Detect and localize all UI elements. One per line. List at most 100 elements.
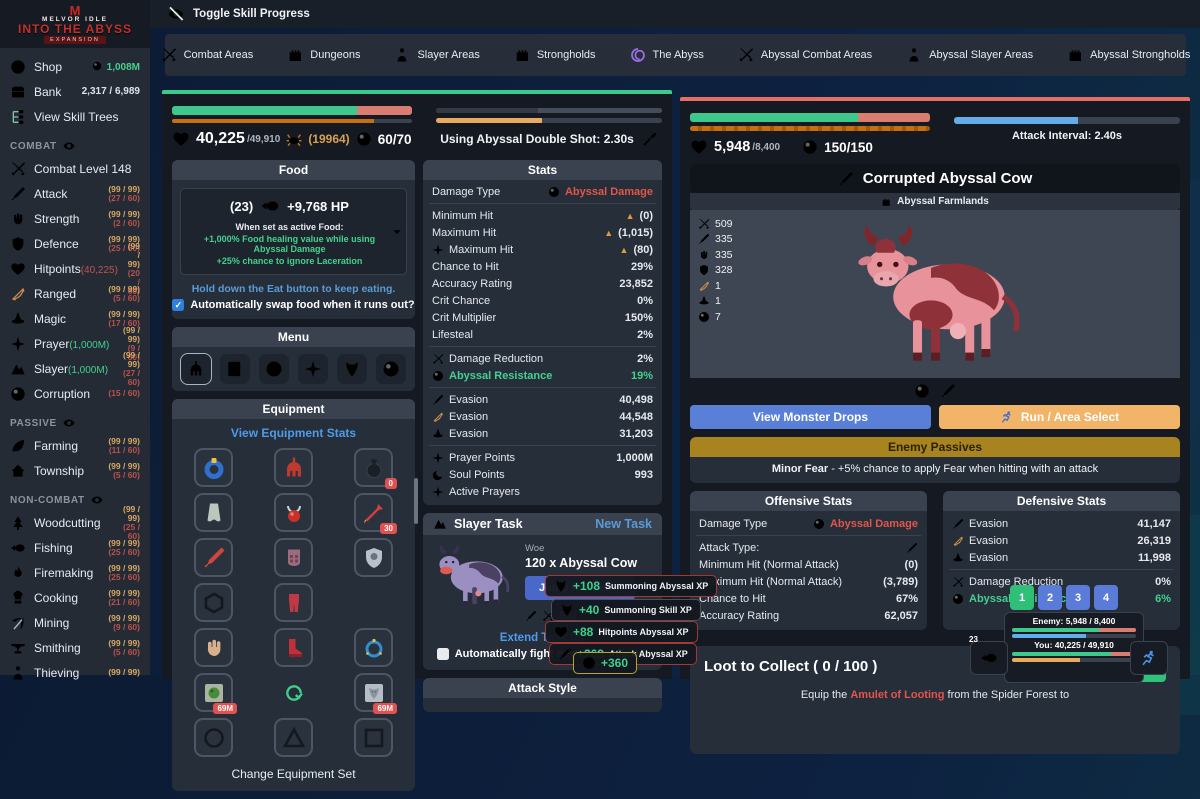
eye-slash-icon[interactable] <box>168 6 184 22</box>
tab-the-abyss[interactable]: The Abyss <box>630 47 704 63</box>
blue-circlet-icon <box>204 457 223 479</box>
enemy-damage-reduction: 0% <box>1155 575 1171 588</box>
tab-dungeons[interactable]: Dungeons <box>287 47 360 63</box>
menu-attack-style-button[interactable] <box>259 354 289 384</box>
slot-summon-left[interactable]: 69M <box>194 673 237 714</box>
sidebar-item-shop[interactable]: Shop 1,008M <box>0 54 150 79</box>
sidebar-item-attack[interactable]: Attack (99 / 99) (27 / 60) <box>0 181 150 206</box>
slot-gloves[interactable] <box>194 628 233 667</box>
sidebar-item-smithing[interactable]: Smithing (99 / 99) (5 / 60) <box>0 635 150 660</box>
slot-passive-circle[interactable] <box>194 718 233 757</box>
equipment-set-4[interactable]: 4 <box>1094 585 1118 610</box>
sidebar-item-slayer[interactable]: Slayer(1,000M) (99 / 99) (27 / 60) <box>0 350 150 386</box>
auto-slayer-checkbox[interactable] <box>436 648 449 660</box>
menu-prayer-button[interactable] <box>298 354 328 384</box>
slot-platelegs[interactable] <box>274 583 313 622</box>
slot-cape[interactable] <box>194 493 233 532</box>
view-monster-drops-button[interactable]: View Monster Drops <box>690 405 931 429</box>
slot-amulet[interactable] <box>274 493 313 532</box>
sidebar-item-defence[interactable]: Defence (99 / 99) (25 / 60) <box>0 231 150 256</box>
sidebar-item-firemaking[interactable]: Firemaking (99 / 99) (25 / 60) <box>0 560 150 585</box>
slot-helmet-alt[interactable] <box>194 448 233 487</box>
sidebar-item-cooking[interactable]: Cooking (99 / 99) (21 / 60) <box>0 585 150 610</box>
tab-combat-areas[interactable]: Combat Areas <box>161 47 253 63</box>
swap-icon <box>284 683 304 703</box>
xp-toast-hitpoints-abyssal: +88 Hitpoints Abyssal XP <box>545 621 698 643</box>
run-area-select-button[interactable]: Run / Area Select <box>939 405 1180 429</box>
menu-spellbook-button[interactable] <box>220 354 250 384</box>
skill-trees-label: View Skill Trees <box>34 109 119 124</box>
slot-ammo[interactable]: 30 <box>354 493 397 534</box>
sidebar-item-farming[interactable]: Farming (99 / 99) (11 / 60) <box>0 433 150 458</box>
wolf-icon <box>560 603 574 617</box>
sidebar-item-mining[interactable]: Mining (99 / 99) (9 / 60) <box>0 610 150 635</box>
menu-summoning-button[interactable] <box>337 354 367 384</box>
slot-passive-triangle[interactable] <box>274 718 313 757</box>
tab-slayer-areas[interactable]: Slayer Areas <box>394 47 480 63</box>
helmet-icon <box>187 360 205 378</box>
new-task-link[interactable]: New Task <box>595 517 652 531</box>
sidebar-item-strength[interactable]: Strength (99 / 99) (2 / 60) <box>0 206 150 231</box>
slot-gem[interactable] <box>194 583 233 622</box>
slot-platebody[interactable] <box>274 538 313 577</box>
menu-corruption-button[interactable] <box>376 354 406 384</box>
swap-summons-button[interactable] <box>274 673 313 712</box>
circle-sigil-icon <box>203 727 224 748</box>
slot-helmet[interactable] <box>274 448 313 487</box>
change-equipment-set-label[interactable]: Change Equipment Set <box>231 767 356 781</box>
food-slot[interactable]: (23) +9,768 HP When set as active Food: … <box>180 188 407 275</box>
scrollbar-thumb[interactable] <box>414 478 418 524</box>
slot-ring[interactable] <box>354 628 393 667</box>
equipment-set-1[interactable]: 1 <box>1010 585 1034 610</box>
slot-consumable-bag[interactable]: 0 <box>354 448 397 489</box>
chevron-down-icon[interactable] <box>391 226 403 238</box>
menu-equipment-button[interactable] <box>180 353 212 385</box>
auto-swap-checkbox[interactable]: ✓ <box>172 299 185 311</box>
eye-icon[interactable] <box>63 140 75 152</box>
tab-abyssal-combat-areas[interactable]: Abyssal Combat Areas <box>738 47 872 63</box>
sidebar-item-magic[interactable]: Magic (99 / 99) (17 / 60) <box>0 306 150 331</box>
sword-icon <box>525 610 537 622</box>
slayer-figure-icon <box>394 47 410 63</box>
enemy-attack-interval-bar <box>954 117 1180 124</box>
sidebar-item-fishing[interactable]: Fishing (99 / 99) (25 / 60) <box>0 535 150 560</box>
minibar-food-count: 23 <box>969 635 978 644</box>
minibar-eat-button[interactable]: 23 <box>969 635 1008 675</box>
sidebar-item-hitpoints[interactable]: Hitpoints(40,225) (99 / 99) (20 / 60) <box>0 241 150 295</box>
enemy-name-bar: Corrupted Abyssal Cow <box>690 164 1180 193</box>
abyssal-damage-icon <box>548 186 560 198</box>
heart-icon <box>172 130 190 148</box>
slot-offhand-shield[interactable] <box>354 538 393 577</box>
amulet-of-looting-link[interactable]: Amulet of Looting <box>850 689 945 701</box>
slot-weapon[interactable] <box>194 538 233 577</box>
sidebar-item-township[interactable]: Township (99 / 99) (5 / 60) <box>0 458 150 483</box>
combat-level-label: Combat Level 148 <box>34 161 132 176</box>
abyssal-orb-icon[interactable] <box>914 383 930 399</box>
sidebar-item-woodcutting[interactable]: Woodcutting (99 / 99) (25 / 60) <box>0 504 150 540</box>
sword-item-icon[interactable] <box>940 383 956 399</box>
sidebar-item-skill-trees[interactable]: View Skill Trees <box>0 104 150 129</box>
corruption-orb-icon <box>698 311 710 323</box>
sidebar-item-corruption[interactable]: Corruption (15 / 60) <box>0 381 150 406</box>
wolf-icon <box>343 360 361 378</box>
sidebar-item-ranged[interactable]: Ranged (99 / 99) (5 / 60) <box>0 281 150 306</box>
equipment-set-2[interactable]: 2 <box>1038 585 1062 610</box>
view-equipment-stats-link[interactable]: View Equipment Stats <box>230 426 357 440</box>
tab-abyssal-strongholds[interactable]: Abyssal Strongholds <box>1067 47 1190 63</box>
slot-summon-right[interactable]: 69M <box>354 673 397 714</box>
tab-abyssal-slayer-areas[interactable]: Abyssal Slayer Areas <box>906 47 1033 63</box>
eye-icon[interactable] <box>63 417 75 429</box>
player-hp-max: /49,910 <box>246 133 281 145</box>
sidebar-item-thieving[interactable]: Thieving (99 / 99) <box>0 660 150 685</box>
eye-icon[interactable] <box>91 494 103 506</box>
sidebar-item-bank[interactable]: Bank 2,317 / 6,989 <box>0 79 150 104</box>
minibar-run-button[interactable] <box>1130 641 1168 675</box>
equipment-set-3[interactable]: 3 <box>1066 585 1090 610</box>
slot-boots[interactable] <box>274 628 313 667</box>
logo[interactable]: M MELVOR IDLE INTO THE ABYSS EXPANSION <box>0 0 150 48</box>
slot-passive-square[interactable] <box>354 718 393 757</box>
toggle-skill-progress[interactable]: Toggle Skill Progress <box>193 8 310 20</box>
tab-strongholds[interactable]: Strongholds <box>514 47 596 63</box>
sidebar-item-prayer[interactable]: Prayer(1,000M) (99 / 99) (9 / 60) <box>0 325 150 361</box>
sidebar-item-combat-level[interactable]: Combat Level 148 <box>0 156 150 181</box>
